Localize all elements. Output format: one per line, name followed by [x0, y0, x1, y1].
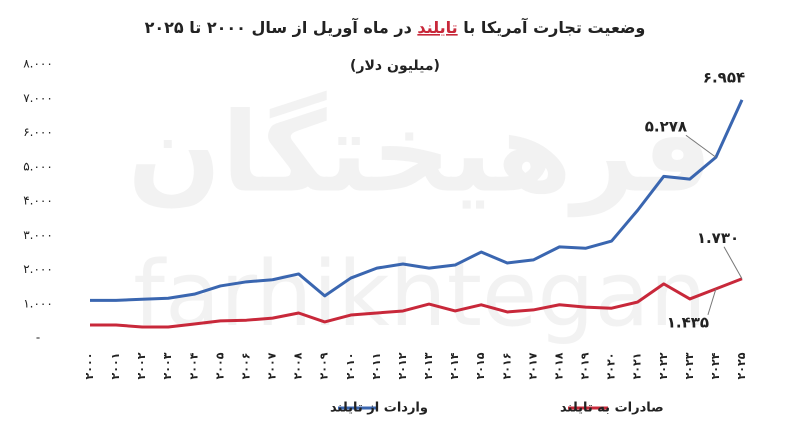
x-tick-label: ۲۰۰۳ — [161, 352, 174, 379]
annotation-leader — [685, 134, 717, 158]
x-tick-label: ۲۰۱۰ — [344, 353, 357, 380]
x-tick-label: ۲۰۱۴ — [448, 352, 461, 379]
y-tick-label: ۵.۰۰۰ — [23, 159, 53, 173]
x-tick-label: ۲۰۰۷ — [266, 352, 279, 379]
chart-title: وضعیت تجارت آمریکا با تایلند در ماه آوری… — [145, 17, 646, 37]
chart-subtitle: (میلیون دلار) — [350, 58, 440, 74]
title-part: وضعیت تجارت آمریکا با — [458, 17, 646, 37]
y-tick-label: ۶.۰۰۰ — [23, 125, 53, 139]
annotation-leader — [723, 246, 743, 279]
x-tick-label: ۲۰۲۰ — [605, 353, 618, 380]
x-tick-label: ۲۰۱۲ — [396, 352, 409, 379]
x-tick-label: ۲۰۲۱ — [631, 353, 644, 380]
x-tick-label: ۲۰۰۲ — [135, 352, 148, 379]
x-tick-label: ۲۰۲۲ — [657, 352, 670, 379]
x-tick-label: ۲۰۰۴ — [187, 352, 200, 379]
y-tick-label: - — [36, 331, 40, 345]
series-line — [90, 277, 743, 329]
data-label: ۱.۷۳۰ — [697, 229, 739, 247]
y-tick-label: ۳.۰۰۰ — [23, 228, 53, 242]
x-tick-label: ۲۰۰۵ — [213, 352, 226, 379]
x-tick-label: ۲۰۲۵ — [735, 352, 748, 379]
y-tick-label: ۴.۰۰۰ — [23, 194, 53, 208]
x-tick-label: ۲۰۱۸ — [552, 352, 565, 379]
y-tick-label: ۲.۰۰۰ — [23, 262, 53, 276]
x-tick-label: ۲۰۲۳ — [683, 352, 696, 379]
x-tick-label: ۲۰۱۹ — [579, 352, 592, 379]
x-tick-label: ۲۰۱۶ — [500, 353, 513, 380]
title-part: در ماه آوریل از سال ۲۰۰۰ تا ۲۰۲۵ — [145, 17, 418, 37]
x-tick-label: ۲۰۰۱ — [109, 353, 122, 380]
x-tick-label: ۲۰۱۷ — [526, 352, 539, 379]
x-tick-label: ۲۰۰۹ — [318, 352, 331, 379]
x-tick-label: ۲۰۱۱ — [370, 353, 383, 380]
watermark: فرهیختگان — [128, 88, 713, 217]
x-tick-label: ۲۰۲۴ — [709, 352, 722, 379]
y-tick-label: ۷.۰۰۰ — [23, 91, 53, 105]
y-tick-label: ۸.۰۰۰ — [23, 57, 53, 71]
legend-label: صادرات به تایلند — [560, 401, 664, 416]
x-tick-label: ۲۰۰۰ — [83, 353, 96, 380]
x-tick-label: ۲۰۱۳ — [422, 352, 435, 379]
x-tick-label: ۲۰۱۵ — [474, 352, 487, 379]
x-tick-label: ۲۰۰۶ — [239, 353, 252, 380]
y-tick-label: ۱.۰۰۰ — [23, 296, 53, 310]
legend-label: واردات از تایلند — [330, 401, 428, 416]
annotation-leader — [707, 288, 717, 315]
watermark: farhikhtegan — [133, 242, 706, 347]
title-highlight: تایلند — [417, 18, 457, 37]
x-tick-label: ۲۰۰۸ — [292, 352, 305, 379]
data-label: ۱.۴۳۵ — [667, 313, 709, 331]
series-line — [90, 99, 744, 302]
data-label: ۶.۹۵۴ — [703, 68, 745, 86]
data-label: ۵.۲۷۸ — [645, 118, 687, 136]
